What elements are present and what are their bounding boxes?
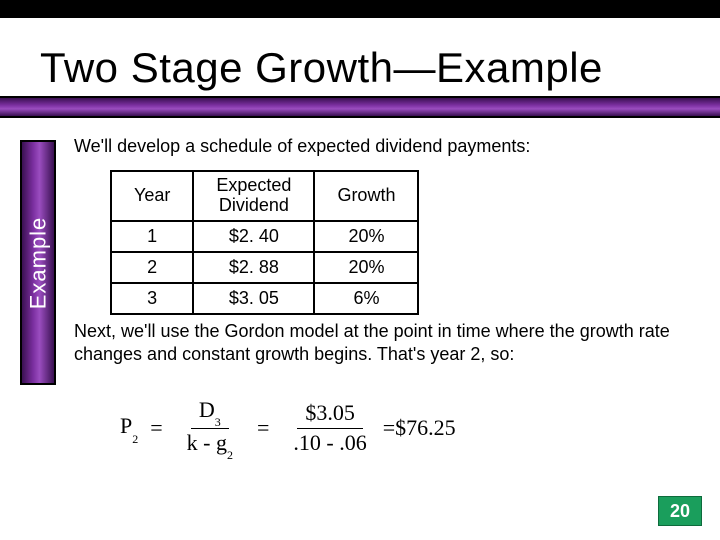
title-area: Two Stage Growth—Example [0,18,720,118]
cell-growth: 6% [314,283,418,314]
cell-year: 3 [111,283,193,314]
example-sidebar-tab: Example [20,140,56,385]
col-header-growth: Growth [314,171,418,221]
slide-title: Two Stage Growth—Example [40,44,603,92]
content-area: Example We'll develop a schedule of expe… [0,130,720,510]
formula-result: =$76.25 [383,415,456,441]
page-number: 20 [670,501,690,522]
cell-dividend: $2. 88 [193,252,314,283]
title-underline-bar [0,96,720,118]
equals-sign: = [150,415,162,441]
cell-growth: 20% [314,221,418,252]
gordon-formula: P2 = D3 k - g2 = $3.05 .10 - .06 =$76.25 [120,398,456,458]
cell-dividend: $2. 40 [193,221,314,252]
cell-growth: 20% [314,252,418,283]
table-row: 2 $2. 88 20% [111,252,418,283]
cell-year: 2 [111,252,193,283]
fraction-symbolic: D3 k - g2 [179,398,241,458]
example-sidebar-label: Example [25,216,51,309]
cell-year: 1 [111,221,193,252]
formula-lhs: P2 [120,413,138,442]
top-black-band [0,0,720,18]
table-row: 1 $2. 40 20% [111,221,418,252]
dividend-schedule-table: Year Expected Dividend Growth 1 $2. 40 2… [110,170,419,315]
intro-text: We'll develop a schedule of expected div… [74,136,530,157]
fraction-numeric: $3.05 .10 - .06 [285,401,374,454]
col-header-year: Year [111,171,193,221]
col-header-dividend: Expected Dividend [193,171,314,221]
table-row: 3 $3. 05 6% [111,283,418,314]
page-number-badge: 20 [658,496,702,526]
followup-text: Next, we'll use the Gordon model at the … [74,320,694,365]
equals-sign: = [257,415,269,441]
table-header-row: Year Expected Dividend Growth [111,171,418,221]
cell-dividend: $3. 05 [193,283,314,314]
